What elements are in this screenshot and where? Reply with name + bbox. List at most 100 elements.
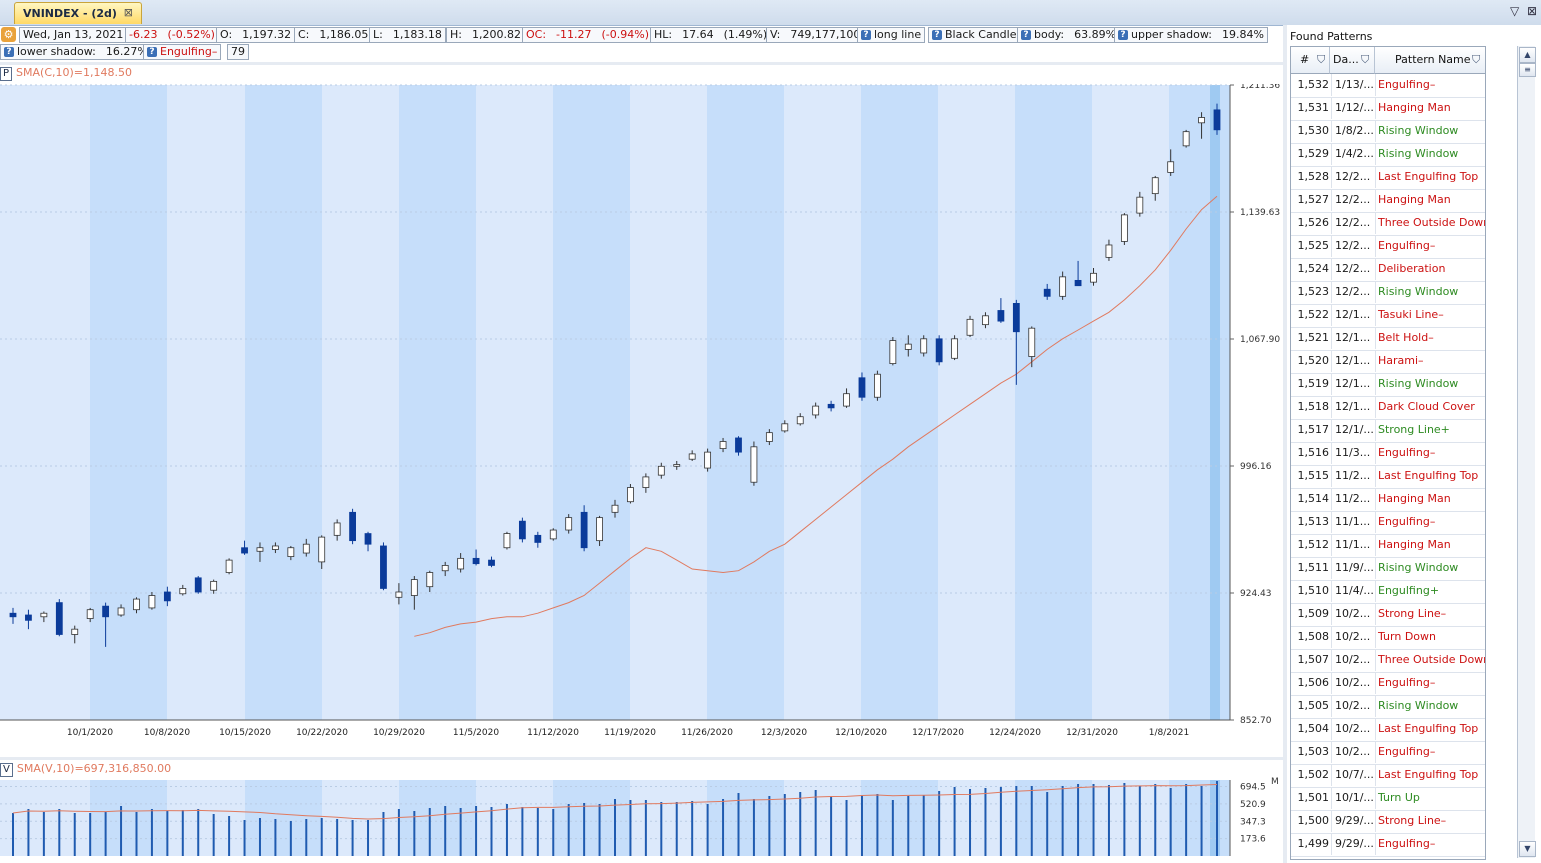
candle-body (920, 338, 928, 354)
info-box[interactable]: ? upper shadow: 19.84% (1114, 27, 1268, 43)
pattern-date: 9/29/... (1332, 833, 1376, 855)
pattern-date: 12/1... (1332, 373, 1376, 395)
pattern-row[interactable]: 1,528 12/2... Last Engulfing Top (1291, 166, 1485, 190)
x-tick-label: 12/10/2020 (835, 728, 887, 738)
info-value-2: 16.27% (105, 45, 148, 58)
pattern-row[interactable]: 1,531 1/12/... Hanging Man (1291, 97, 1485, 121)
pattern-row[interactable]: 1,513 11/1... Engulfing– (1291, 511, 1485, 535)
pattern-row[interactable]: 1,501 10/1/... Turn Up (1291, 787, 1485, 811)
pattern-date: 11/1... (1332, 534, 1376, 556)
pattern-row[interactable]: 1,532 1/13/... Engulfing– (1291, 74, 1485, 98)
candle-body (40, 612, 48, 618)
pattern-row[interactable]: 1,530 1/8/2... Rising Window (1291, 120, 1485, 144)
settings-gear-icon[interactable]: ⚙ (1, 27, 16, 42)
pattern-row[interactable]: 1,506 10/2... Engulfing– (1291, 672, 1485, 696)
week-band (553, 780, 630, 856)
tab-close-icon[interactable]: ⊠ (123, 6, 133, 19)
info-value: 17.64 (682, 28, 714, 41)
pattern-row[interactable]: 1,499 9/29/... Engulfing– (1291, 833, 1485, 857)
candle-body (765, 432, 773, 442)
price-panel-tag[interactable]: P (0, 67, 13, 81)
help-icon[interactable]: ? (147, 47, 157, 57)
help-icon[interactable]: ? (1021, 30, 1031, 40)
pattern-row[interactable]: 1,503 10/2... Engulfing– (1291, 741, 1485, 765)
help-icon[interactable]: ? (861, 30, 871, 40)
info-box: Wed, Jan 13, 2021 (19, 27, 128, 43)
pattern-number: 1,501 (1291, 787, 1332, 809)
info-box[interactable]: ? long line (857, 27, 926, 43)
info-box[interactable]: ? lower shadow: 16.27% (0, 44, 152, 60)
pattern-row[interactable]: 1,512 11/1... Hanging Man (1291, 534, 1485, 558)
volume-panel-tag[interactable]: V (0, 763, 13, 777)
week-band (1169, 85, 1230, 720)
pattern-row[interactable]: 1,515 11/2... Last Engulfing Top (1291, 465, 1485, 489)
candle-body (1151, 177, 1159, 195)
pattern-row[interactable]: 1,525 12/2... Engulfing– (1291, 235, 1485, 259)
patterns-scrollbar[interactable]: ▲ ≡ ▼ (1517, 46, 1536, 858)
pattern-row[interactable]: 1,523 12/2... Rising Window (1291, 281, 1485, 305)
pattern-date: 10/7/... (1332, 764, 1376, 786)
window-dropdown-icon[interactable]: ▽ (1510, 4, 1520, 18)
candle-body (318, 536, 326, 563)
week-band (861, 780, 938, 856)
pattern-row[interactable]: 1,521 12/1... Belt Hold– (1291, 327, 1485, 351)
pattern-row[interactable]: 1,511 11/9/... Rising Window (1291, 557, 1485, 581)
window-close-icon[interactable]: ⊠ (1527, 4, 1538, 18)
pattern-row[interactable]: 1,520 12/1... Harami– (1291, 350, 1485, 374)
pattern-row[interactable]: 1,510 11/4/... Engulfing+ (1291, 580, 1485, 604)
panel-splitter[interactable] (0, 62, 1283, 65)
info-box[interactable]: ? Engulfing– (143, 44, 222, 60)
col-header-pattern-name[interactable]: Pattern Name ⛉ (1375, 47, 1485, 74)
scroll-up-icon[interactable]: ▲ (1519, 47, 1536, 63)
pattern-name: Last Engulfing Top (1378, 722, 1479, 735)
pattern-row[interactable]: 1,516 11/3... Engulfing– (1291, 442, 1485, 466)
pattern-row[interactable]: 1,507 10/2... Three Outside Down (1291, 649, 1485, 673)
pattern-row[interactable]: 1,509 10/2... Strong Line– (1291, 603, 1485, 627)
info-box[interactable]: ? body: 63.89% (1017, 27, 1121, 43)
pattern-name: Rising Window (1378, 124, 1459, 137)
pattern-number: 1,520 (1291, 350, 1332, 372)
scroll-down-icon[interactable]: ▼ (1519, 841, 1536, 857)
candle-body (1043, 288, 1051, 297)
candle-body (843, 393, 850, 407)
x-tick-label: 12/17/2020 (912, 728, 964, 738)
info-box[interactable]: ? Black Candle (928, 27, 1021, 43)
pattern-date: 12/1... (1332, 396, 1376, 418)
price-chart[interactable]: 1,211.36 1,139.63 1,067.90 996.16 924.43 852.… (0, 84, 1283, 744)
pattern-row[interactable]: 1,508 10/2... Turn Down (1291, 626, 1485, 650)
volume-chart[interactable]: 694.5 520.9 347.3 173.6 M (0, 776, 1283, 860)
pattern-row[interactable]: 1,529 1/4/2... Rising Window (1291, 143, 1485, 167)
help-icon[interactable]: ? (1118, 30, 1128, 40)
pattern-row[interactable]: 1,517 12/1/... Strong Line+ (1291, 419, 1485, 443)
pattern-row[interactable]: 1,527 12/2... Hanging Man (1291, 189, 1485, 213)
pattern-number: 1,509 (1291, 603, 1332, 625)
chart-tab-title: VNINDEX - (2d) (23, 7, 117, 20)
panel-splitter-volume[interactable] (0, 757, 1283, 760)
help-icon[interactable]: ? (4, 47, 14, 57)
filter-icon[interactable]: ⛉ (1361, 53, 1370, 66)
pattern-number: 1,532 (1291, 74, 1332, 96)
pattern-row[interactable]: 1,500 9/29/... Strong Line– (1291, 810, 1485, 834)
pattern-name: Engulfing– (1378, 515, 1436, 528)
info-box: H: 1,200.82 (446, 27, 525, 43)
scroll-thumb[interactable]: ≡ (1519, 63, 1536, 77)
pattern-row[interactable]: 1,518 12/1... Dark Cloud Cover (1291, 396, 1485, 420)
pattern-row[interactable]: 1,519 12/1... Rising Window (1291, 373, 1485, 397)
vertical-splitter[interactable] (1283, 25, 1287, 863)
pattern-row[interactable]: 1,505 10/2... Rising Window (1291, 695, 1485, 719)
pattern-row[interactable]: 1,522 12/1... Tasuki Line– (1291, 304, 1485, 328)
col-header-date[interactable]: Da... ⛉ (1330, 47, 1375, 74)
pattern-row[interactable]: 1,504 10/2... Last Engulfing Top (1291, 718, 1485, 742)
candle-body (410, 579, 418, 596)
pattern-row[interactable]: 1,524 12/2... Deliberation (1291, 258, 1485, 282)
pattern-row[interactable]: 1,526 12/2... Three Outside Down (1291, 212, 1485, 236)
filter-icon[interactable]: ⛉ (1472, 53, 1481, 66)
filter-icon[interactable]: ⛉ (1317, 53, 1326, 66)
x-tick-label: 10/1/2020 (67, 728, 113, 738)
pattern-number: 1,528 (1291, 166, 1332, 188)
help-icon[interactable]: ? (932, 30, 942, 40)
col-header-num[interactable]: # ⛉ (1291, 47, 1330, 74)
pattern-row[interactable]: 1,502 10/7/... Last Engulfing Top (1291, 764, 1485, 788)
pattern-row[interactable]: 1,514 11/2... Hanging Man (1291, 488, 1485, 512)
chart-tab[interactable]: VNINDEX - (2d) ⊠ (14, 2, 142, 24)
